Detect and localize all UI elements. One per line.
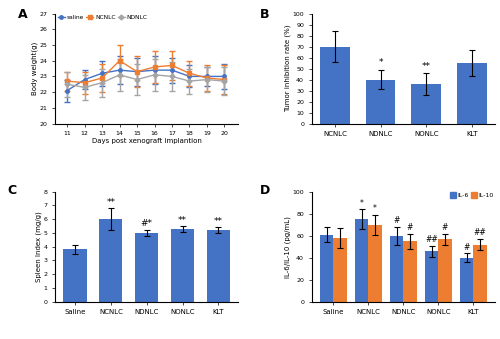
Text: **: ** bbox=[106, 198, 116, 207]
Text: *: * bbox=[373, 204, 377, 213]
Bar bbox=[460, 258, 473, 302]
Bar bbox=[390, 236, 404, 302]
Text: ##: ## bbox=[474, 228, 486, 237]
Bar bbox=[474, 244, 486, 302]
Bar bbox=[355, 219, 368, 302]
Bar bbox=[368, 225, 382, 302]
Text: B: B bbox=[260, 8, 270, 21]
Bar bbox=[206, 230, 230, 302]
Text: **: ** bbox=[178, 216, 187, 225]
Bar bbox=[64, 250, 86, 302]
Bar bbox=[425, 251, 438, 302]
Bar bbox=[135, 233, 158, 302]
Text: *: * bbox=[360, 199, 364, 208]
Text: #: # bbox=[464, 243, 470, 252]
Legend: IL-6, IL-10: IL-6, IL-10 bbox=[450, 193, 494, 198]
Bar bbox=[366, 80, 396, 123]
Bar bbox=[438, 239, 452, 302]
Bar bbox=[320, 46, 350, 123]
Y-axis label: Body weight(g): Body weight(g) bbox=[32, 42, 38, 95]
Bar bbox=[171, 229, 194, 302]
Text: #*: #* bbox=[140, 219, 152, 228]
X-axis label: Days post xenograft implantion: Days post xenograft implantion bbox=[92, 138, 202, 144]
Text: C: C bbox=[8, 184, 16, 197]
Text: #: # bbox=[442, 223, 448, 232]
Bar bbox=[457, 63, 486, 123]
Y-axis label: Spleen Index (mg/g): Spleen Index (mg/g) bbox=[36, 211, 42, 282]
Text: #: # bbox=[394, 216, 400, 225]
Text: **: ** bbox=[214, 217, 223, 226]
Bar bbox=[412, 84, 441, 123]
Text: ##: ## bbox=[426, 235, 438, 244]
Text: A: A bbox=[18, 8, 28, 21]
Bar bbox=[320, 235, 334, 302]
Bar bbox=[99, 219, 122, 302]
Bar bbox=[404, 241, 416, 302]
Legend: saline, NCNLC, NDNLC: saline, NCNLC, NDNLC bbox=[58, 15, 148, 20]
Y-axis label: IL-6/IL-10 (pg/mL): IL-6/IL-10 (pg/mL) bbox=[284, 216, 291, 278]
Text: D: D bbox=[260, 184, 270, 197]
Text: **: ** bbox=[422, 62, 430, 71]
Text: #: # bbox=[407, 223, 413, 232]
Y-axis label: Tumor inhibition rate (%): Tumor inhibition rate (%) bbox=[284, 25, 291, 112]
Bar bbox=[334, 238, 346, 302]
Text: *: * bbox=[378, 58, 383, 67]
